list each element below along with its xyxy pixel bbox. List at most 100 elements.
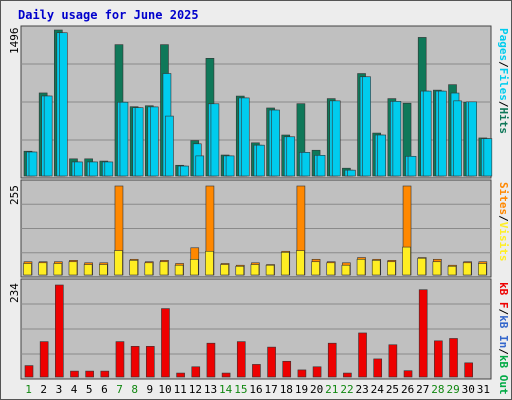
bar-visits: [144, 262, 154, 276]
bar-visits: [38, 262, 47, 276]
bar-visits: [371, 260, 381, 276]
bar-visits: [417, 257, 426, 276]
bar-kbf: [236, 341, 246, 378]
bar-visits: [296, 250, 305, 276]
bar-kbf: [267, 346, 276, 378]
day-label: 25: [385, 383, 400, 396]
bar-kbf: [85, 370, 94, 378]
day-label: 23: [355, 383, 369, 396]
day-label: 1: [25, 383, 32, 396]
legend-files: Files: [497, 67, 510, 101]
day-label: 15: [234, 383, 248, 396]
bar-visits: [387, 261, 396, 276]
bar-pages: [347, 169, 356, 177]
bar-kbf: [403, 370, 413, 378]
bar-pages: [240, 97, 250, 177]
bar-pages: [28, 151, 38, 177]
day-label: 27: [416, 383, 430, 396]
bar-visits: [235, 265, 245, 276]
bar-pages: [43, 95, 53, 177]
bar-visits: [83, 264, 93, 276]
bar-kbf: [206, 342, 216, 378]
bar-visits: [68, 261, 78, 276]
day-label: 6: [101, 383, 108, 396]
bar-kbf: [252, 364, 261, 378]
day-label: 13: [203, 383, 218, 396]
bar-kbf: [221, 372, 231, 378]
bar-visits: [341, 264, 351, 276]
bar-kbf: [327, 342, 337, 378]
bar-pages: [392, 101, 402, 177]
day-label: 9: [146, 383, 154, 396]
day-label: 30: [461, 383, 475, 396]
bar-pages: [119, 101, 129, 177]
bar-pages: [468, 101, 477, 177]
y-max-label-bottom: 234: [8, 283, 21, 303]
bar-pages: [438, 90, 447, 177]
day-label: 11: [173, 383, 187, 396]
bar-pages: [316, 155, 326, 177]
bar-kbf: [449, 338, 458, 378]
legend-kbin: kB In: [497, 315, 510, 349]
day-label: 14: [219, 383, 233, 396]
day-label: 18: [279, 383, 293, 396]
day-label: 10: [158, 383, 172, 396]
day-label: 4: [70, 383, 78, 396]
legend-sep: /: [497, 215, 510, 222]
bar-pages: [256, 144, 265, 177]
day-label: 20: [310, 383, 324, 396]
bar-kbf: [388, 344, 398, 378]
bar-visits: [265, 264, 275, 276]
day-label: 12: [188, 383, 202, 396]
bar-pages: [286, 136, 296, 177]
bar-visits: [129, 260, 138, 276]
bar-kbf: [130, 346, 140, 378]
bar-pages: [149, 106, 159, 177]
bar-pages: [59, 32, 68, 177]
day-label: 29: [446, 383, 460, 396]
bar-kbf: [176, 372, 185, 378]
bar-visits: [220, 264, 229, 276]
bar-visits: [99, 264, 108, 276]
day-label: 21: [325, 383, 339, 396]
day-label: 28: [431, 383, 445, 396]
day-label: 8: [131, 383, 139, 396]
day-label: 22: [340, 383, 354, 396]
day-label: 17: [264, 383, 278, 396]
bar-kbf: [39, 341, 49, 378]
bar-kbf: [145, 346, 155, 378]
bar-pages: [407, 155, 417, 177]
bar-visits: [280, 252, 290, 276]
bar-pages: [331, 100, 341, 177]
bar-kbf: [312, 366, 322, 378]
legend-mid: Sites/Visits: [497, 182, 510, 262]
bar-kbf: [161, 308, 170, 378]
legend-visits: Visits: [497, 221, 510, 262]
chart-title: Daily usage for June 2025: [18, 8, 199, 22]
bar-pages: [210, 103, 220, 177]
bar-pages: [89, 161, 98, 177]
day-label: 19: [294, 383, 309, 396]
bar-pages: [74, 161, 83, 177]
legend-sep: /: [497, 348, 510, 355]
bar-pages: [104, 161, 114, 177]
bar-visits: [478, 263, 487, 276]
bar-kbf: [100, 370, 110, 378]
bar-visits: [462, 262, 472, 276]
bar-pages: [195, 155, 205, 177]
bar-kbf: [24, 365, 34, 378]
legend-sep: /: [497, 61, 510, 68]
bar-kbf: [55, 284, 64, 378]
bar-pages: [225, 155, 235, 177]
bar-visits: [159, 261, 169, 276]
legend-pages: Pages: [497, 28, 510, 62]
bar-pages: [165, 115, 174, 177]
bar-visits: [189, 258, 199, 276]
bar-kbf: [343, 372, 352, 378]
bar-visits: [250, 264, 260, 276]
bar-pages: [483, 138, 493, 177]
bar-visits: [432, 261, 442, 276]
bar-pages: [453, 100, 462, 177]
bar-visits: [53, 263, 63, 276]
bar-visits: [326, 262, 336, 276]
